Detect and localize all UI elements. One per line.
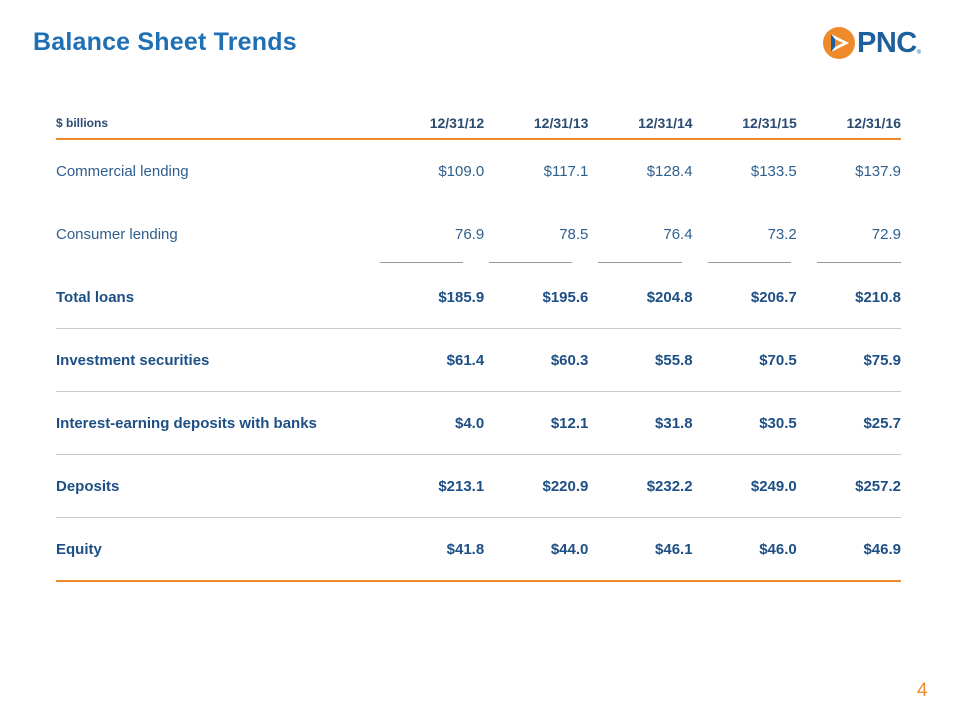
subtotal-rule	[817, 262, 901, 263]
cell-value: $257.2	[796, 455, 901, 518]
balance-sheet-table: $ billions 12/31/12 12/31/13 12/31/14 12…	[56, 108, 901, 582]
page-title: Balance Sheet Trends	[33, 28, 297, 56]
cell-value: $70.5	[692, 329, 797, 392]
cell-value: $232.2	[588, 455, 693, 518]
subtotal-rule	[598, 262, 682, 263]
row-label: Investment securities	[56, 329, 381, 392]
cell-value: $55.8	[588, 329, 693, 392]
column-header: 12/31/15	[692, 108, 797, 140]
cell-value: $204.8	[588, 266, 693, 329]
cell-value: $117.1	[543, 163, 589, 180]
cell-value: $137.9	[855, 163, 901, 180]
cell-value: 73.2	[767, 226, 797, 243]
subtotal-rule	[380, 262, 463, 263]
cell-value: $128.4	[646, 163, 693, 180]
cell-value: $249.0	[692, 455, 797, 518]
pnc-logo-mark-icon	[823, 27, 855, 59]
column-header: 12/31/13	[484, 108, 589, 140]
cell-value: $30.5	[692, 392, 797, 455]
row-label: Equity	[56, 518, 381, 582]
subtotal-rule	[489, 262, 572, 263]
row-label: Commercial lending	[56, 163, 189, 180]
cell-value: $109.0	[438, 163, 485, 180]
row-label: Consumer lending	[56, 226, 178, 243]
cell-value: 78.5	[559, 226, 589, 243]
cell-value: $185.9	[380, 266, 485, 329]
cell-value: $75.9	[796, 329, 901, 392]
cell-value: $46.9	[796, 518, 901, 582]
cell-value: $4.0	[380, 392, 485, 455]
table-row: Equity $41.8 $44.0 $46.1 $46.0 $46.9	[56, 518, 901, 582]
subtotal-rule	[708, 262, 791, 263]
cell-value: $210.8	[796, 266, 901, 329]
table-row: Commercial lending $109.0 $117.1 $128.4 …	[56, 140, 901, 203]
row-label: Deposits	[56, 455, 381, 518]
cell-value: $41.8	[380, 518, 485, 582]
cell-value: $44.0	[484, 518, 589, 582]
cell-value: $133.5	[750, 163, 797, 180]
cell-value: $220.9	[484, 455, 589, 518]
row-label: Total loans	[56, 266, 381, 329]
cell-value: $31.8	[588, 392, 693, 455]
cell-value: $46.1	[588, 518, 693, 582]
table-row: Deposits $213.1 $220.9 $232.2 $249.0 $25…	[56, 455, 901, 518]
column-header: 12/31/14	[588, 108, 693, 140]
table-row: Interest-earning deposits with banks $4.…	[56, 392, 901, 455]
cell-value: $206.7	[692, 266, 797, 329]
cell-value: $12.1	[484, 392, 589, 455]
cell-value: $25.7	[796, 392, 901, 455]
cell-value: $61.4	[380, 329, 485, 392]
cell-value: 76.9	[455, 226, 485, 243]
table-header-row: $ billions 12/31/12 12/31/13 12/31/14 12…	[56, 108, 901, 140]
cell-value: $213.1	[380, 455, 485, 518]
unit-label: $ billions	[56, 108, 381, 140]
table-row: Investment securities $61.4 $60.3 $55.8 …	[56, 329, 901, 392]
page-number: 4	[917, 680, 928, 701]
row-label: Interest-earning deposits with banks	[56, 392, 381, 455]
registered-mark: ®	[916, 50, 922, 56]
table-row: Total loans $185.9 $195.6 $204.8 $206.7 …	[56, 266, 901, 329]
pnc-logo: PNC ®	[822, 26, 921, 60]
logo-text: PNC	[857, 26, 917, 59]
column-header: 12/31/12	[380, 108, 485, 140]
cell-value: $46.0	[692, 518, 797, 582]
cell-value: 72.9	[871, 226, 901, 243]
column-header: 12/31/16	[796, 108, 901, 140]
table-row: Consumer lending 76.9 78.5 76.4 73.2 72.…	[56, 203, 901, 266]
cell-value: $60.3	[484, 329, 589, 392]
cell-value: 76.4	[663, 226, 693, 243]
cell-value: $195.6	[484, 266, 589, 329]
